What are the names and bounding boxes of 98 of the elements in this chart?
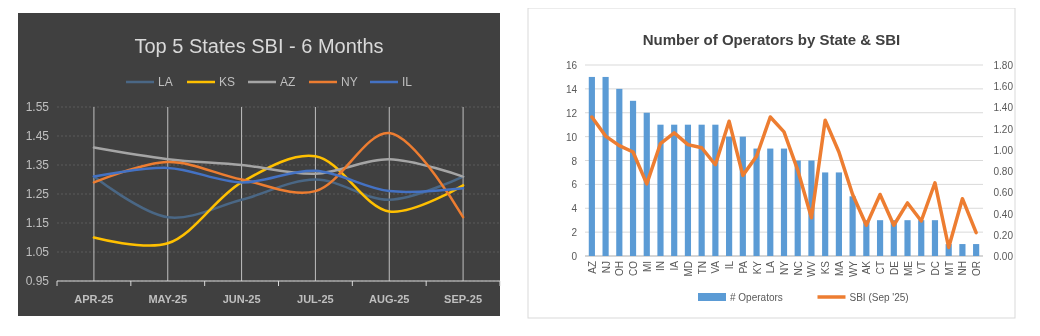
y2-tick-label: 1.60 (993, 81, 1014, 93)
x-tick-label: APR-25 (74, 293, 114, 305)
x-tick-label: IL (724, 260, 736, 270)
bar (602, 76, 609, 256)
x-tick-label: IN (655, 261, 667, 271)
x-tick-label: OR (971, 261, 983, 276)
y-tick-label: 8 (571, 155, 578, 167)
bar (849, 196, 856, 256)
y-tick-label: 12 (565, 107, 578, 119)
bar (822, 172, 829, 256)
y-tick-label: 1.55 (25, 100, 50, 114)
y2-tick-label: 0.40 (993, 208, 1014, 220)
y-tick-label: 6 (571, 179, 578, 191)
x-tick-label: AZ (586, 261, 598, 274)
bar (671, 124, 678, 256)
x-tick-label: TN (696, 261, 708, 275)
legend-label: # Operators (730, 292, 783, 303)
y2-tick-label: 0.60 (993, 187, 1014, 199)
x-tick-label: NH (957, 261, 969, 276)
x-tick-label: NY (779, 260, 790, 275)
y2-tick-label: 1.20 (993, 123, 1014, 135)
x-tick-label: MD (682, 261, 694, 277)
bar (712, 124, 719, 256)
legend-label: LA (158, 75, 173, 89)
x-tick-label: VT (916, 261, 928, 274)
bar (918, 220, 925, 256)
x-tick-label: KS (820, 260, 832, 275)
bar (643, 112, 650, 256)
line-series (92, 146, 465, 178)
bar (657, 124, 664, 256)
bar (698, 124, 705, 256)
y-tick-label: 16 (565, 60, 578, 71)
x-tick-label: MT (943, 261, 955, 276)
bar (959, 244, 966, 256)
y2-tick-label: 1.80 (993, 60, 1014, 71)
line-series (92, 166, 465, 194)
y-tick-label: 1.05 (25, 245, 50, 259)
legend-label: SBI (Sep '25) (849, 292, 909, 303)
line-series (92, 131, 465, 219)
bar (973, 244, 980, 256)
y-tick-label: 4 (571, 203, 578, 215)
y2-tick-label: 0.80 (993, 166, 1014, 178)
y-tick-label: 1.35 (25, 158, 50, 172)
y-tick-label: 1.45 (25, 129, 50, 143)
x-tick-label: AK (861, 260, 873, 275)
x-tick-label: VA (710, 260, 722, 274)
bar (767, 148, 774, 256)
x-tick-label: OH (614, 261, 626, 276)
legend-label: IL (402, 75, 413, 89)
y-tick-label: 14 (565, 83, 578, 95)
bar (904, 220, 911, 256)
y2-tick-label: 1.40 (993, 102, 1014, 114)
y-tick-label: 1.15 (25, 216, 50, 230)
x-tick-label: KY (751, 260, 763, 275)
x-tick-label: WY (847, 260, 859, 278)
x-tick-label: ME (902, 260, 914, 276)
x-tick-label: JUN-25 (222, 293, 261, 305)
x-tick-label: AUG-25 (369, 293, 410, 305)
x-tick-label: PA (737, 260, 749, 274)
bar (835, 172, 842, 256)
bar (588, 76, 595, 256)
x-tick-label: NC (792, 261, 804, 276)
x-tick-label: DE (888, 260, 900, 275)
x-tick-label: IA (669, 260, 681, 271)
bar (780, 148, 788, 256)
x-tick-label: WV (806, 260, 818, 278)
legend-label: AZ (280, 75, 296, 89)
x-tick-label: MAY-25 (148, 293, 188, 305)
bar (616, 88, 623, 256)
x-tick-label: SEP-25 (444, 293, 483, 305)
x-tick-label: MI (641, 261, 653, 273)
y2-tick-label: 1.00 (993, 144, 1014, 156)
legend-label: NY (341, 75, 358, 89)
x-tick-label: MA (833, 260, 845, 276)
y-tick-label: 0 (571, 251, 578, 262)
bar (629, 100, 637, 256)
legend-label: KS (219, 75, 236, 89)
bar (876, 220, 884, 256)
x-tick-label: CO (628, 260, 640, 276)
y-tick-label: 0.95 (25, 274, 50, 288)
bar (684, 124, 692, 256)
y-tick-label: 10 (565, 131, 578, 143)
bar (753, 148, 760, 256)
bar (726, 136, 733, 256)
x-tick-label: DC (929, 261, 941, 276)
bar (931, 220, 939, 256)
y2-tick-label: 0.00 (993, 251, 1014, 262)
chart-title: Top 5 States SBI - 6 Months (134, 35, 384, 57)
line-series (590, 115, 978, 250)
x-tick-label: NJ (600, 261, 612, 274)
x-tick-label: LA (765, 260, 777, 274)
x-tick-label: CT (875, 261, 887, 275)
y-tick-label: 1.25 (25, 187, 50, 201)
line-series (92, 175, 465, 219)
y2-tick-label: 0.20 (993, 229, 1014, 241)
y-tick-label: 2 (571, 227, 578, 239)
chart-title: Number of Operators by State & SBI (642, 31, 901, 48)
x-tick-label: JUL-25 (297, 293, 334, 305)
